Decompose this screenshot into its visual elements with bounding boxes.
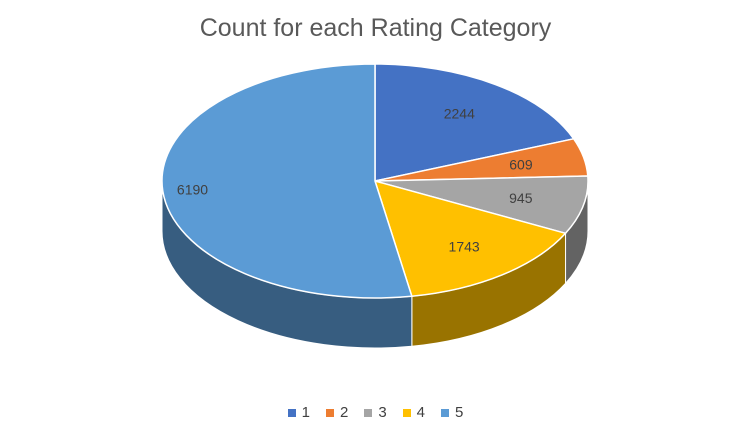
legend-label: 5	[455, 404, 464, 421]
legend-item-2: 2	[325, 404, 349, 421]
legend-swatch	[364, 408, 373, 417]
legend-label: 4	[416, 404, 426, 421]
legend-item-1: 1	[287, 404, 310, 421]
legend-swatch	[325, 408, 334, 417]
legend-swatch	[287, 408, 296, 417]
legend-label: 3	[378, 404, 387, 421]
legend-item-4: 4	[402, 404, 426, 421]
pie-slice-3	[374, 175, 589, 235]
data-labels: 2244 609 945 1743 6190	[177, 105, 533, 254]
data-label-3: 945	[509, 190, 533, 206]
legend-label: 2	[339, 404, 349, 421]
data-label-4: 1743	[449, 239, 480, 255]
legend-swatch	[402, 408, 411, 417]
pie-slice-5	[161, 63, 413, 299]
data-label-5: 6190	[177, 182, 208, 198]
data-label-1: 2244	[444, 105, 475, 121]
legend-swatch	[441, 408, 450, 417]
pie-slice-1	[374, 63, 575, 182]
pie-slice-4	[374, 180, 567, 297]
legend-item-5: 5	[441, 404, 463, 421]
legend: 1 2 3 4 5	[0, 404, 751, 421]
chart-title: Count for each Rating Category	[199, 14, 552, 42]
legend-item-3: 3	[364, 404, 387, 421]
data-label-2: 609	[509, 156, 533, 172]
legend-label: 1	[301, 404, 310, 421]
pie-slices	[161, 63, 589, 299]
